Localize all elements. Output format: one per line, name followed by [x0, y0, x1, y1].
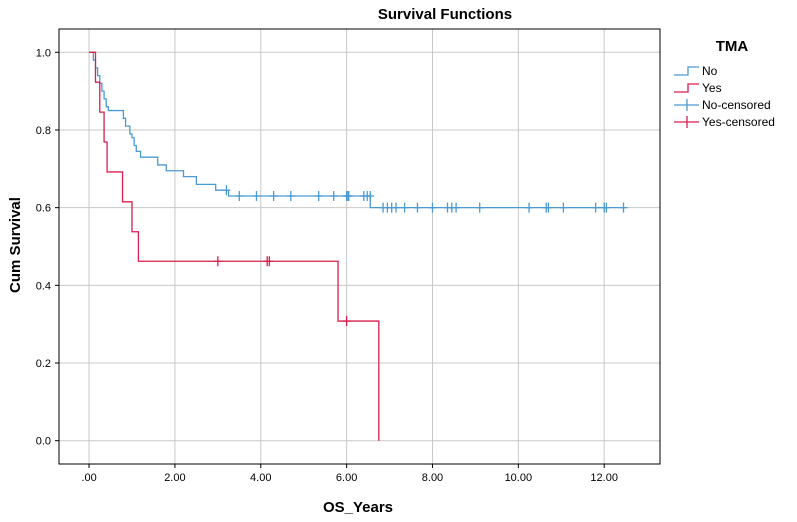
legend-swatch — [674, 83, 699, 93]
censor-mark-no-censored — [602, 202, 611, 213]
legend-label: No-censored — [702, 98, 771, 112]
censor-mark-no-censored — [344, 191, 353, 202]
plot-frame — [58, 28, 661, 465]
legend-item: No — [674, 64, 718, 78]
censor-mark-no-censored — [252, 191, 261, 202]
censor-mark-no-censored — [591, 202, 600, 213]
y-tick-label: 0.0 — [36, 436, 51, 448]
x-tick-label: 10.00 — [505, 472, 533, 484]
legend-item: Yes — [674, 81, 722, 95]
censor-mark-no-censored — [314, 191, 323, 202]
x-tick-label: 4.00 — [250, 472, 271, 484]
y-tick-label: 0.8 — [36, 125, 51, 137]
x-tick-label: 12.00 — [590, 472, 618, 484]
x-axis-label: OS_Years — [323, 499, 393, 516]
censor-mark-no-censored — [525, 202, 534, 213]
censor-mark-no-censored — [452, 202, 461, 213]
censor-mark-no-censored — [286, 191, 295, 202]
censor-mark-no-censored — [235, 191, 244, 202]
y-tick-label: 0.6 — [36, 203, 51, 215]
legend-label: No — [702, 64, 718, 78]
grid-lines — [59, 29, 660, 464]
censor-mark-no-censored — [619, 202, 628, 213]
censor-mark-no-censored — [366, 191, 375, 202]
censor-mark-no-censored — [391, 202, 400, 213]
censor-mark-yes-censored — [265, 256, 274, 267]
legend-title: TMA — [716, 38, 749, 55]
censor-mark-no-censored — [222, 185, 231, 196]
censor-mark-no-censored — [544, 202, 553, 213]
x-tick-label: 8.00 — [422, 472, 443, 484]
y-axis-label: Cum Survival — [7, 197, 24, 293]
censor-mark-no-censored — [269, 191, 278, 202]
censor-mark-no-censored — [400, 202, 409, 213]
censor-mark-no-censored — [559, 202, 568, 213]
legend-item: No-censored — [674, 98, 771, 112]
y-tick-label: 1.0 — [36, 47, 51, 59]
series-layer — [89, 51, 628, 441]
series-line-yes — [89, 51, 380, 441]
x-tick-label: 6.00 — [336, 472, 357, 484]
legend: TMA No Yes No-censored Yes-censored — [674, 38, 775, 129]
censor-mark-no-censored — [413, 202, 422, 213]
censor-mark-yes-censored — [342, 316, 351, 327]
censor-mark-yes-censored — [213, 256, 222, 267]
censor-mark-no-censored — [428, 202, 437, 213]
legend-label: Yes-censored — [702, 115, 775, 129]
x-tick-labels: .00 2.00 4.00 6.00 8.00 10.00 12.00 — [81, 464, 618, 484]
series-line-no — [89, 51, 626, 209]
censor-mark-no-censored — [475, 202, 484, 213]
y-tick-label: 0.4 — [36, 280, 51, 292]
y-tick-labels: 0.0 0.2 0.4 0.6 0.8 1.0 — [36, 47, 59, 448]
chart-title: Survival Functions — [378, 6, 512, 23]
x-tick-label: 2.00 — [164, 472, 185, 484]
legend-swatch — [674, 66, 699, 76]
y-tick-label: 0.2 — [36, 358, 51, 370]
x-tick-label: .00 — [81, 472, 96, 484]
censor-mark-no-censored — [329, 191, 338, 202]
legend-label: Yes — [702, 81, 722, 95]
legend-item: Yes-censored — [674, 115, 775, 129]
